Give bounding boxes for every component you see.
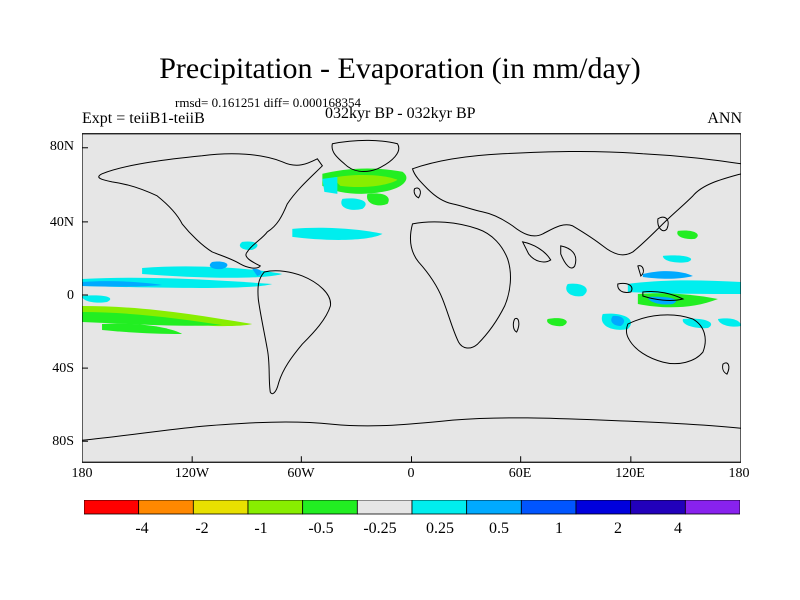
colorbar-swatch xyxy=(84,500,140,515)
world-map xyxy=(82,133,741,463)
y-tick-label: 80N xyxy=(49,139,74,154)
colorbar-label: 0.5 xyxy=(489,520,509,537)
colorbar-label: 0.25 xyxy=(426,520,454,537)
colorbar-label: 4 xyxy=(674,520,682,537)
colorbar xyxy=(84,500,740,515)
colorbar-swatch xyxy=(466,500,522,515)
y-tick-label: 40S xyxy=(52,361,74,376)
colorbar-label: -0.5 xyxy=(308,520,334,537)
map-background xyxy=(82,133,741,463)
case-label: 032kyr BP - 032kyr BP xyxy=(325,105,476,122)
stats-line: rmsd= 0.161251 diff= 0.000168354 xyxy=(175,95,361,110)
colorbar-label: 2 xyxy=(614,520,622,537)
x-tick-label: 120E xyxy=(615,466,645,481)
x-tick-label: 60E xyxy=(508,466,532,481)
coastlines xyxy=(82,139,741,441)
y-tick-label: 80S xyxy=(52,434,74,449)
x-tick-label: 60W xyxy=(287,466,315,481)
colorbar-swatch xyxy=(247,500,304,515)
plot-title: Precipitation - Evaporation (in mm/day) xyxy=(159,52,641,85)
colorbar-swatch xyxy=(138,500,194,515)
colorbar-swatch xyxy=(411,500,468,515)
colorbar-label: -2 xyxy=(195,520,209,537)
colorbar-swatch xyxy=(302,500,358,515)
colorbar-swatch xyxy=(630,500,686,515)
x-tick-label: 180 xyxy=(728,466,750,481)
colorbar-swatch xyxy=(684,500,740,515)
colorbar-label: -1 xyxy=(254,520,268,537)
experiment-label: Expt = teiiB1-teiiB xyxy=(82,110,205,127)
colorbar-label: 1 xyxy=(555,520,563,537)
y-tick-label: 0 xyxy=(67,288,74,303)
colorbar-swatch xyxy=(356,500,413,515)
colorbar-swatch xyxy=(575,500,632,515)
season-label: ANN xyxy=(707,110,742,127)
colorbar-label: -4 xyxy=(135,520,149,537)
axis-ticks xyxy=(82,147,632,463)
x-tick-label: 180 xyxy=(71,466,93,481)
x-tick-label: 0 xyxy=(407,466,415,481)
colorbar-swatch xyxy=(520,500,577,515)
colorbar-label: -0.25 xyxy=(363,520,397,537)
y-tick-label: 40N xyxy=(49,215,74,230)
x-tick-label: 120W xyxy=(174,466,210,481)
colorbar-swatch xyxy=(192,500,249,515)
